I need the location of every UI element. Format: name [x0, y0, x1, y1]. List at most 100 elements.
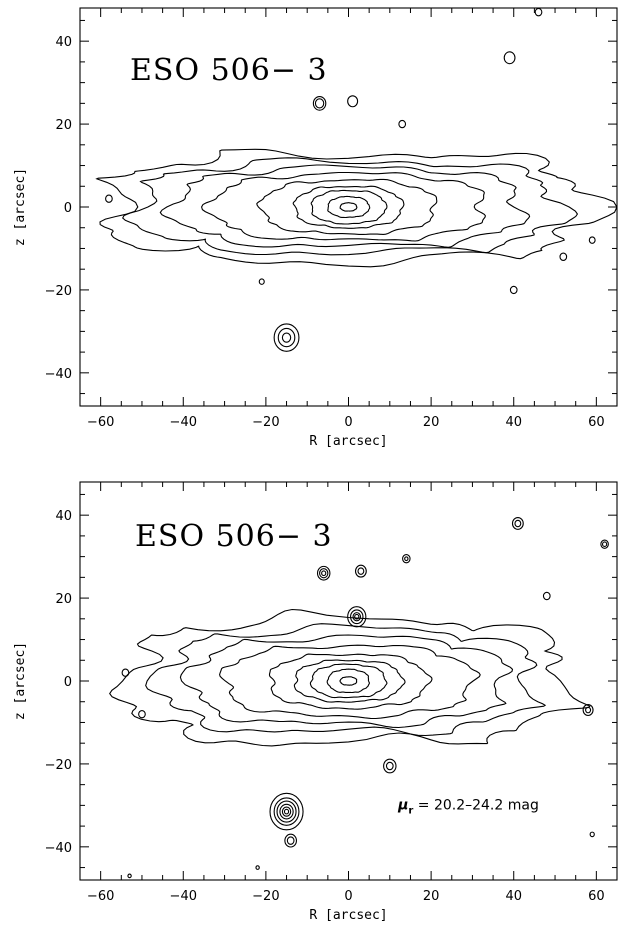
x-axis-label: R [arcsec] [309, 908, 387, 923]
galaxy-isophote [95, 148, 617, 268]
source-contour [542, 591, 551, 601]
source-contour [559, 252, 568, 261]
source-contour [319, 568, 329, 579]
source-contour [511, 516, 524, 530]
y-tick-label: −20 [45, 758, 72, 773]
y-tick-label: −40 [45, 367, 72, 382]
galaxy-isophote [339, 676, 358, 686]
source-contour [383, 758, 397, 774]
y-tick-label: 40 [55, 35, 72, 50]
source-contour [283, 808, 290, 815]
source-contour [273, 323, 300, 352]
source-contour [121, 668, 130, 677]
source-contour [585, 706, 592, 714]
x-tick-label: 60 [588, 889, 605, 904]
x-tick-label: 40 [505, 415, 522, 430]
y-axis-label: z [arcsec] [13, 168, 28, 246]
source-contour [514, 519, 522, 528]
galaxy-isophote [268, 653, 433, 710]
source-contour [105, 194, 113, 203]
galaxy-isophote [339, 202, 358, 212]
source-contour [281, 332, 292, 343]
galaxy-isophote [179, 634, 514, 729]
source-contour [385, 761, 394, 771]
x-tick-label: 40 [505, 889, 522, 904]
x-tick-label: −60 [87, 415, 114, 430]
galaxy-isophote [145, 623, 547, 737]
source-contour [509, 285, 518, 295]
source-contour [601, 541, 608, 548]
y-tick-label: 20 [55, 592, 72, 607]
source-contour [279, 803, 294, 820]
panel-title: ESO 506− 3 [135, 519, 333, 554]
panel-top: −60 −40 −20 0 20 40 60 −40 −20 0 20 40 R [arcsec] z [… [13, 7, 618, 449]
y-tick-label: −20 [45, 284, 72, 299]
galaxy-isophote [293, 659, 406, 703]
x-tick-label: 20 [423, 415, 440, 430]
galaxy-isophote [219, 644, 481, 720]
galaxy-isophote [327, 195, 371, 219]
galaxy-isophote [326, 668, 370, 694]
galaxy-isophote [201, 171, 487, 242]
y-axis-label: z [arcsec] [13, 642, 28, 720]
galaxy-isophote [109, 608, 591, 747]
source-contour [503, 51, 516, 65]
panel-title: ESO 506− 3 [130, 53, 328, 88]
x-tick-label: 0 [344, 889, 352, 904]
contours [109, 516, 609, 879]
y-tick-label: 0 [64, 675, 72, 690]
galaxy-isophote [256, 178, 438, 235]
y-tick-label: −40 [45, 841, 72, 856]
source-contour [582, 703, 594, 717]
source-contour [314, 98, 325, 109]
surface-brightness-label: μr = 20.2–24.2 mag [397, 798, 539, 817]
x-tick-label: 60 [588, 415, 605, 430]
source-contour [127, 873, 132, 879]
x-axis-label: R [arcsec] [309, 434, 387, 449]
source-contour [354, 613, 360, 620]
source-contour [321, 570, 327, 577]
source-contour [347, 606, 367, 628]
galaxy-isophote [122, 157, 579, 256]
source-contour [534, 8, 543, 17]
y-tick-label: 0 [64, 201, 72, 216]
galaxy-isophote [292, 185, 405, 229]
source-contour [312, 95, 327, 111]
source-contour [286, 836, 295, 845]
source-contour [273, 797, 300, 826]
source-contour [588, 236, 596, 244]
y-tick-label: 40 [55, 509, 72, 524]
source-contour [589, 831, 595, 838]
galaxy-isophote [159, 164, 531, 248]
x-tick-label: −40 [170, 415, 197, 430]
x-tick-label: 20 [423, 889, 440, 904]
source-contour [269, 792, 304, 831]
source-contour [354, 564, 367, 578]
galaxy-isophote [309, 663, 388, 699]
source-contour [284, 833, 298, 848]
source-contour [258, 278, 265, 285]
x-tick-label: −20 [252, 415, 279, 430]
source-contour [352, 612, 362, 622]
galaxy-isophote [310, 189, 388, 225]
contours [95, 8, 617, 352]
source-contour [600, 539, 609, 549]
panel-bottom: −60 −40 −20 0 20 40 60 −40 −20 0 20 40 R [arcsec] z [… [13, 481, 618, 923]
source-contour [357, 567, 365, 575]
x-tick-label: 0 [344, 415, 352, 430]
x-tick-label: −20 [252, 889, 279, 904]
source-contour [277, 327, 296, 348]
source-contour [402, 554, 411, 564]
source-contour [398, 119, 407, 129]
x-tick-label: −60 [87, 889, 114, 904]
mu-symbol: μ [397, 798, 408, 814]
y-tick-label: 20 [55, 118, 72, 133]
x-tick-label: −40 [170, 889, 197, 904]
source-contour [281, 806, 292, 817]
mu-range: = 20.2–24.2 mag [413, 798, 539, 814]
mu-subscript: r [408, 806, 413, 817]
source-contour [255, 865, 260, 870]
source-contour [347, 95, 359, 108]
source-contour [316, 565, 331, 581]
